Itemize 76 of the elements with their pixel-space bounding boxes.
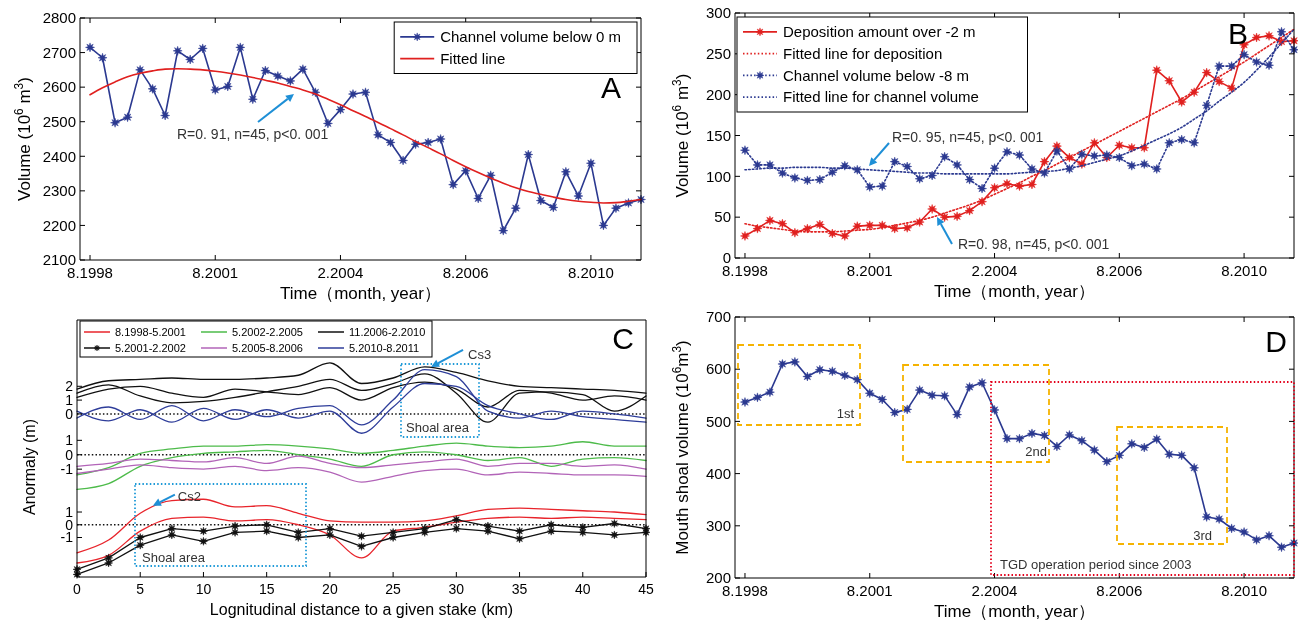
x-axis-title: Lognitudinal distance to a given stake (km) — [209, 601, 514, 618]
annotation: 2nd — [1025, 444, 1047, 459]
x-tick-label: 35 — [511, 581, 528, 597]
y-tick-label: 50 — [714, 208, 731, 226]
chart-title: D — [1265, 325, 1287, 358]
legend-label: 8.1998-5.2001 — [115, 325, 186, 338]
annotation: R=0. 91, n=45, p<0. 001 — [177, 126, 329, 142]
y-tick-label: 700 — [705, 308, 731, 326]
legend-label: 5.2001-2.2002 — [115, 341, 186, 354]
y-tick-label: 200 — [705, 85, 731, 103]
chart-title: B — [1227, 17, 1248, 50]
y-tick-label: 2400 — [42, 147, 76, 165]
x-tick-label: 25 — [385, 581, 402, 597]
y-tick-label: 2800 — [42, 9, 76, 27]
annotation: 3rd — [1193, 528, 1212, 543]
legend-label: Fitted line — [440, 49, 506, 67]
y-tick-label: 2600 — [42, 78, 76, 96]
x-tick-label: 2.2004 — [971, 582, 1018, 599]
legend-label: 5.2010-8.2011 — [349, 341, 420, 354]
y-tick-label: 2 — [65, 378, 74, 395]
y-tick-label: 300 — [705, 517, 731, 535]
y-tick-label: 100 — [705, 167, 731, 185]
x-axis-title: Time（month, year） — [934, 282, 1095, 301]
x-tick-label: 8.2006 — [1096, 262, 1143, 279]
y-tick-label: 1 — [65, 432, 74, 449]
y-tick-label: 2300 — [42, 182, 76, 200]
legend-label: 5.2002-2.2005 — [232, 325, 303, 338]
x-tick-label: 2.2004 — [317, 264, 364, 281]
y-tick-label: 400 — [705, 464, 731, 482]
legend-label: Fitted line for deposition — [783, 44, 943, 62]
annotation: Cs3 — [468, 346, 492, 362]
annotation: TGD operation period since 2003 — [1000, 557, 1192, 572]
annotation: R=0. 98, n=45, p<0. 001 — [958, 236, 1110, 252]
y-tick-label: 1 — [65, 392, 74, 408]
x-tick-label: 30 — [448, 581, 465, 597]
x-tick-label: 8.2010 — [1221, 582, 1268, 599]
chart-title: C — [612, 322, 634, 355]
x-tick-label: 10 — [195, 581, 212, 597]
y-tick-label: -1 — [60, 461, 74, 478]
y-tick-label: 2700 — [42, 43, 76, 61]
x-tick-label: 15 — [258, 581, 275, 597]
y-tick-label: 600 — [705, 360, 731, 378]
x-tick-label: 8.2010 — [1221, 262, 1268, 279]
x-tick-label: 20 — [322, 581, 338, 597]
legend-label: 5.2005-8.2006 — [232, 341, 303, 354]
x-tick-label: 8.2006 — [442, 264, 489, 281]
legend-label: 11.2006-2.2010 — [349, 325, 426, 338]
legend-label: Channel volume below -8 m — [783, 66, 969, 84]
y-tick-label: 0 — [65, 446, 74, 463]
x-tick-label: 2.2004 — [971, 262, 1018, 279]
y-tick-label: 2200 — [42, 216, 76, 234]
x-tick-label: 8.2006 — [1096, 582, 1143, 599]
y-axis-title: Anormaly (m) — [21, 418, 38, 516]
x-axis-title: Time（month, year） — [280, 284, 441, 303]
text: A — [600, 71, 621, 104]
legend-label: Channel volume below 0 m — [440, 28, 622, 46]
x-tick-label: 8.2001 — [846, 582, 893, 599]
y-tick-label: 2500 — [42, 112, 76, 130]
legend-label: Deposition amount over -2 m — [783, 23, 976, 41]
x-axis-title: Time（month, year） — [934, 602, 1095, 621]
y-tick-label: 250 — [705, 45, 731, 63]
x-tick-label: 8.2001 — [192, 264, 239, 281]
annotation: R=0. 95, n=45, p<0. 001 — [892, 129, 1044, 145]
x-tick-label: 8.2010 — [567, 264, 614, 281]
y-tick-label: 150 — [705, 126, 731, 144]
x-tick-label: 5 — [136, 581, 145, 597]
annotation: Shoal area — [406, 420, 470, 435]
legend-label: Fitted line for channel volume — [783, 88, 979, 106]
x-tick-label: 8.2001 — [846, 262, 893, 279]
y-tick-label: 300 — [705, 4, 731, 22]
annotation: Shoal area — [142, 550, 206, 565]
y-tick-label: 0 — [65, 405, 74, 422]
x-tick-label: 40 — [574, 581, 591, 597]
x-tick-label: 45 — [638, 581, 654, 597]
annotation: 1st — [836, 406, 855, 421]
y-tick-label: 500 — [705, 412, 731, 430]
